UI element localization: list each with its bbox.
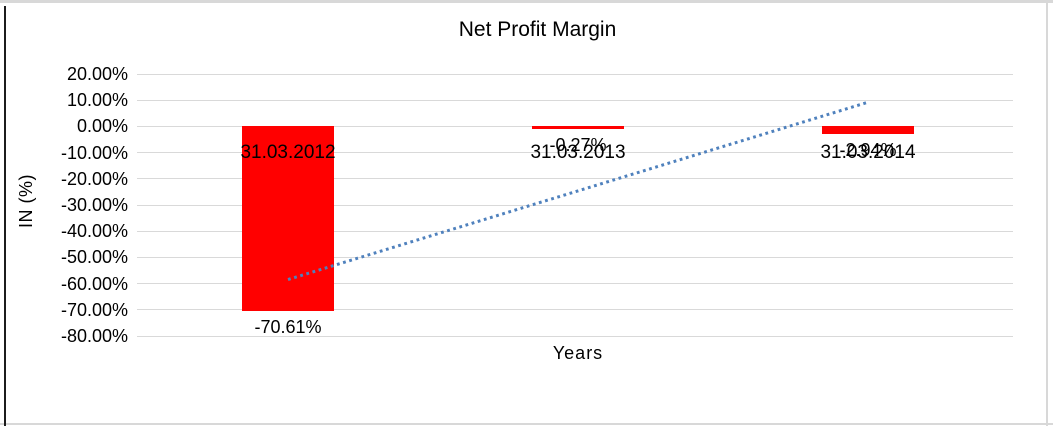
y-tick-label: 10.00% — [66, 90, 128, 111]
trendline — [287, 100, 869, 281]
y-tick-label: -40.00% — [60, 221, 128, 242]
y-tick-label: -70.00% — [60, 299, 128, 320]
bar — [532, 126, 624, 130]
gridline — [137, 283, 1013, 285]
category-label: 31.03.2012 — [240, 142, 336, 163]
bar — [822, 126, 914, 135]
gridline — [137, 204, 1013, 206]
x-axis-title: Years — [552, 343, 604, 363]
gridline — [137, 230, 1013, 232]
bottom-border — [0, 423, 1053, 425]
left-border — [4, 6, 6, 426]
category-label: 31.03.2014 — [820, 142, 916, 163]
top-border — [0, 0, 1053, 3]
gridline — [137, 256, 1013, 258]
y-tick-label: -60.00% — [60, 273, 128, 294]
y-tick-label: 20.00% — [66, 64, 128, 84]
gridline — [137, 309, 1013, 311]
bar — [242, 126, 334, 312]
y-tick-label: -50.00% — [60, 247, 128, 268]
data-label: -70.61% — [254, 317, 322, 338]
data-label: -2.94% — [839, 140, 897, 161]
gridline — [137, 335, 1013, 337]
gridline — [137, 73, 1013, 75]
y-tick-label: -80.00% — [60, 326, 128, 346]
y-tick-label: -10.00% — [60, 142, 128, 163]
gridline — [137, 99, 1013, 101]
y-tick-label: 0.00% — [76, 116, 128, 137]
y-tick-label: -30.00% — [60, 195, 128, 215]
chart-title: Net Profit Margin — [458, 18, 617, 41]
right-border — [1046, 0, 1048, 426]
gridline — [137, 152, 1013, 154]
category-label: 31.03.2013 — [530, 142, 626, 163]
gridline — [137, 178, 1013, 180]
y-tick-label: -20.00% — [60, 168, 128, 189]
data-label: -0.27% — [549, 135, 607, 156]
